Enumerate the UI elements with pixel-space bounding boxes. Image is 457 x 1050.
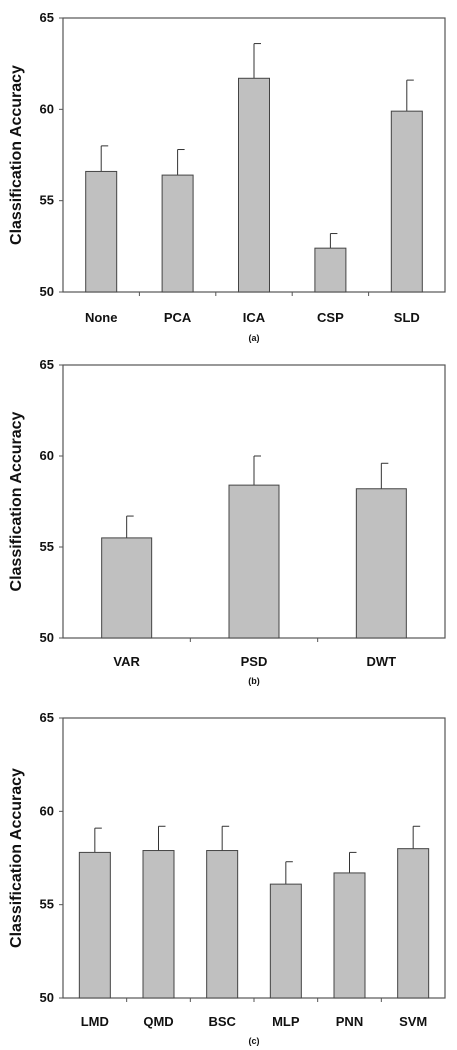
y-tick-label: 65 [40, 357, 54, 372]
bar-bsc [206, 850, 239, 999]
bar-none [85, 170, 118, 293]
y-tick-label: 60 [40, 448, 54, 463]
y-tick-label: 55 [40, 539, 54, 554]
panel-caption: (a) [249, 333, 260, 343]
y-tick-label: 50 [40, 284, 54, 299]
y-tick-label: 60 [40, 803, 54, 818]
y-tick-label: 60 [40, 101, 54, 116]
chart-panel-c: 50 55 60 65 Classification Accuracy LMD QMD BSC… [0, 700, 457, 1050]
x-category-label: MLP [272, 1014, 300, 1029]
chart-panel-a: 50 55 60 65 Classification Accuracy None PCA IC… [0, 0, 457, 350]
x-category-label: DWT [367, 654, 397, 669]
x-category-label: SVM [399, 1014, 427, 1029]
bar-chart-c: 50 55 60 65 Classification Accuracy LMD QMD BSC… [8, 710, 446, 1046]
y-tick-label: 50 [40, 990, 54, 1005]
bar-pnn [333, 872, 366, 999]
bar-sld [390, 110, 423, 293]
bar-mlp [269, 883, 302, 999]
y-tick-label: 55 [40, 193, 54, 208]
y-axis-label: Classification Accuracy [8, 768, 25, 948]
bar-lmd [78, 851, 111, 999]
bar-ica [238, 77, 270, 293]
x-category-label: PSD [241, 654, 268, 669]
y-tick-label: 65 [40, 10, 54, 25]
x-category-label: ICA [243, 310, 266, 325]
bar-svm [397, 848, 430, 999]
x-category-label: None [85, 310, 118, 325]
x-category-label: PCA [164, 310, 192, 325]
x-category-label: QMD [143, 1014, 173, 1029]
x-category-label: BSC [208, 1014, 236, 1029]
panel-caption: (c) [249, 1036, 260, 1046]
x-category-label: LMD [81, 1014, 109, 1029]
bar-qmd [142, 850, 175, 999]
y-tick-label: 55 [40, 897, 54, 912]
x-category-label: SLD [394, 310, 420, 325]
bar-csp [314, 247, 347, 293]
bar-chart-a: 50 55 60 65 Classification Accuracy None PCA IC… [8, 10, 446, 343]
y-axis-label: Classification Accuracy [8, 65, 25, 245]
panel-caption: (b) [248, 676, 260, 686]
bar-var [101, 537, 153, 639]
x-category-label: CSP [317, 310, 344, 325]
bar-dwt [355, 488, 407, 639]
bar-pca [161, 174, 194, 293]
x-category-label: PNN [336, 1014, 363, 1029]
y-axis-label: Classification Accuracy [8, 411, 25, 591]
plot-area-frame [62, 717, 446, 999]
y-tick-label: 65 [40, 710, 54, 725]
bar-psd [228, 484, 280, 639]
x-category-label: VAR [113, 654, 140, 669]
chart-panel-b: 50 55 60 65 Classification Accuracy VAR PSD DWT… [0, 350, 457, 700]
bar-chart-b: 50 55 60 65 Classification Accuracy VAR PSD DWT… [8, 357, 446, 686]
y-tick-label: 50 [40, 630, 54, 645]
